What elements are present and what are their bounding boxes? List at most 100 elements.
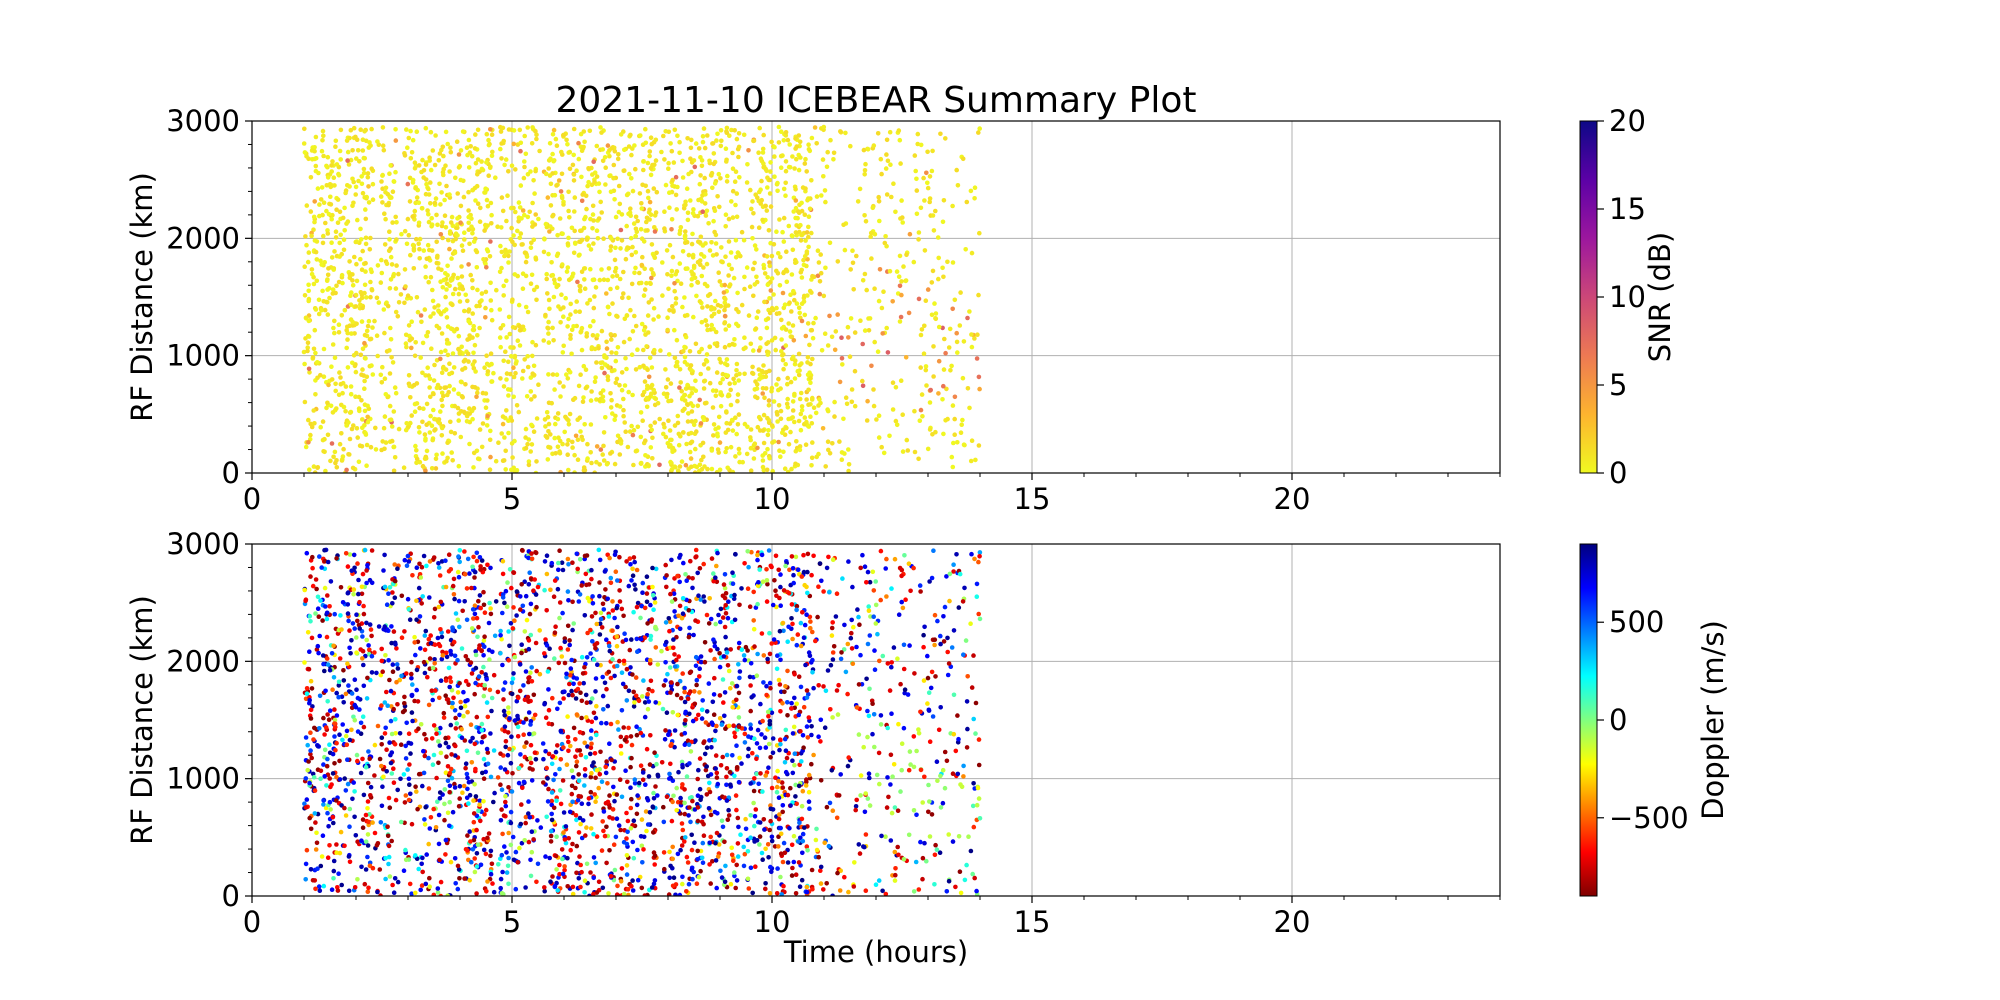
top-scatter-point [729,199,734,204]
bottom-scatter-point [677,603,683,609]
top-scatter-point [333,388,339,394]
bottom-scatter-point [936,727,942,733]
top-scatter-point [977,126,982,131]
top-scatter-point [530,353,535,359]
top-scatter-point [411,382,417,388]
top-scatter-point [615,236,620,242]
top-scatter-point [925,180,930,186]
bottom-scatter-point [946,832,951,837]
top-scatter-point [422,307,428,312]
top-scatter-point [760,217,765,223]
top-scatter-point [504,377,509,382]
top-scatter-point [350,465,356,471]
top-scatter-point [791,354,796,360]
bottom-scatter-point [374,670,379,676]
top-scatter-point [432,305,437,310]
bottom-scatter-point [758,701,763,707]
top-scatter-point [670,183,675,188]
top-scatter-point [787,300,792,306]
top-scatter-point [603,165,608,170]
top-scatter-point [561,202,566,207]
top-scatter-point [324,405,329,411]
top-scatter-point [336,330,342,335]
top-scatter-point [767,263,773,269]
top-scatter-point [347,436,353,442]
bottom-scatter-point [452,856,458,861]
top-scatter-point [931,374,936,379]
bottom-scatter-point [317,633,323,639]
bottom-scatter-point [555,888,560,893]
top-scatter-point [601,430,607,435]
bottom-scatter-point [779,780,785,785]
top-scatter-point [457,351,463,356]
top-scatter-point [657,462,662,468]
top-scatter-point [700,209,705,214]
top-scatter-point [805,360,810,365]
top-scatter-point [489,379,495,384]
top-scatter-point [730,341,735,347]
top-scatter-point [338,381,344,387]
top-scatter-point [952,432,957,438]
bottom-scatter-point [770,750,776,756]
top-scatter-point [375,139,380,144]
bottom-scatter-point [457,548,463,553]
top-scatter-point [696,146,702,151]
top-scatter-point [641,328,647,333]
top-scatter-point [552,280,558,286]
top-scatter-point [351,179,357,185]
top-scatter-point [358,226,363,232]
top-scatter-point [555,232,560,238]
top-scatter-point [504,218,509,224]
top-scatter-point [870,205,876,211]
top-scatter-point [518,148,523,154]
bottom-scatter-point [741,844,746,850]
top-scatter-point [438,356,443,362]
top-scatter-point [553,421,558,427]
bottom-scatter-point [567,681,572,687]
top-scatter-point [561,314,566,320]
bottom-scatter-point [308,619,313,624]
bottom-scatter-point [422,633,428,638]
top-scatter-point [950,403,956,408]
top-scatter-point [612,197,617,202]
top-scatter-point [501,384,507,389]
top-scatter-point [977,230,982,236]
top-scatter-point [842,247,848,253]
top-scatter-point [736,131,742,136]
bottom-scatter-point [785,860,791,865]
top-scatter-point [720,376,725,382]
top-scatter-point [799,275,805,280]
bottom-scatter-point [355,618,360,624]
top-scatter-point [724,179,730,184]
bottom-scatter-point [492,790,497,796]
top-scatter-point [462,237,467,242]
top-scatter-point [768,288,774,293]
bottom-scatter-point [404,671,409,676]
bottom-scatter-point [778,737,783,742]
top-scatter-point [623,355,628,361]
top-scatter-point [450,291,456,297]
top-scatter-point [503,448,509,454]
top-scatter-point [418,313,424,318]
bottom-scatter-point [403,793,409,798]
top-scatter-point [685,136,690,141]
top-scatter-point [703,213,709,218]
bottom-scatter-point [896,721,901,727]
top-scatter-point [842,451,847,456]
top-scatter-point [433,196,439,201]
top-scatter-point [488,164,493,170]
top-scatter-point [894,269,900,274]
bottom-scatter-point [359,591,365,597]
bottom-scatter-point [877,658,882,664]
top-scatter-point [341,237,347,242]
bottom-scatter-point [629,742,635,748]
top-scatter-point [529,240,534,246]
top-scatter-point [624,366,629,372]
bottom-scatter-point [928,685,934,691]
bottom-scatter-point [804,844,810,849]
top-scatter-point [591,305,597,311]
top-scatter-point [633,250,639,255]
bottom-scatter-point [624,836,629,841]
top-scatter-point [566,467,571,473]
top-scatter-point [443,225,449,230]
